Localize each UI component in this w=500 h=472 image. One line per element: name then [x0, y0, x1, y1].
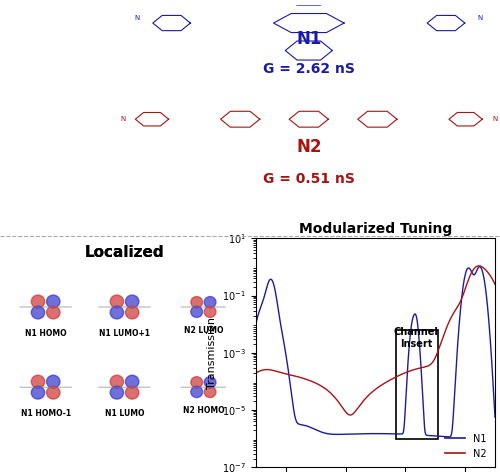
Text: Localized: Localized	[84, 245, 164, 260]
Circle shape	[126, 375, 139, 388]
Circle shape	[126, 386, 139, 399]
Text: N1 LUMO: N1 LUMO	[105, 409, 144, 418]
Circle shape	[46, 295, 60, 308]
Circle shape	[46, 375, 60, 388]
Circle shape	[46, 306, 60, 319]
Circle shape	[46, 386, 60, 399]
Text: G = 2.62 nS: G = 2.62 nS	[263, 62, 354, 76]
Circle shape	[32, 386, 44, 399]
Circle shape	[191, 296, 202, 308]
Circle shape	[191, 306, 202, 317]
Circle shape	[204, 306, 216, 317]
Circle shape	[110, 375, 124, 388]
Text: N1 LUMO+1: N1 LUMO+1	[99, 329, 150, 338]
Circle shape	[110, 386, 124, 399]
Text: N: N	[134, 16, 140, 21]
Circle shape	[32, 306, 44, 319]
Circle shape	[204, 296, 216, 308]
Text: N: N	[120, 116, 125, 122]
Text: N1 HOMO-1: N1 HOMO-1	[20, 409, 70, 418]
Text: N: N	[492, 116, 498, 122]
Text: N1: N1	[296, 30, 322, 48]
Text: N2: N2	[296, 138, 322, 156]
Circle shape	[126, 306, 139, 319]
Circle shape	[191, 386, 202, 397]
Y-axis label: Transmission: Transmission	[206, 317, 216, 389]
Text: N: N	[478, 16, 483, 21]
Circle shape	[204, 386, 216, 397]
Circle shape	[32, 375, 44, 388]
Text: Channel
Insert: Channel Insert	[394, 327, 438, 349]
Circle shape	[32, 295, 44, 308]
Circle shape	[126, 295, 139, 308]
Circle shape	[110, 306, 124, 319]
Circle shape	[204, 377, 216, 388]
Text: N1 HOMO: N1 HOMO	[25, 329, 66, 338]
Text: N2 LUMO: N2 LUMO	[184, 326, 223, 335]
Text: N2 HOMO: N2 HOMO	[182, 406, 224, 415]
Legend: N1, N2: N1, N2	[442, 430, 490, 463]
Circle shape	[110, 295, 124, 308]
Title: Modularized Tuning: Modularized Tuning	[299, 222, 452, 236]
Circle shape	[191, 377, 202, 388]
Text: Localized: Localized	[84, 245, 164, 260]
Text: G = 0.51 nS: G = 0.51 nS	[263, 172, 354, 186]
Bar	[396, 330, 438, 438]
